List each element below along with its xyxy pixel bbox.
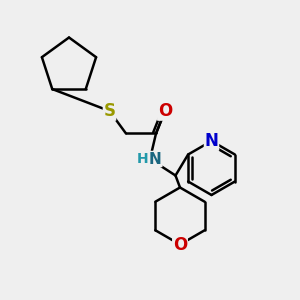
Text: N: N: [149, 152, 162, 166]
Text: S: S: [103, 102, 116, 120]
Text: O: O: [158, 102, 172, 120]
Text: O: O: [173, 236, 187, 253]
Text: H: H: [137, 152, 148, 166]
Text: N: N: [205, 132, 218, 150]
